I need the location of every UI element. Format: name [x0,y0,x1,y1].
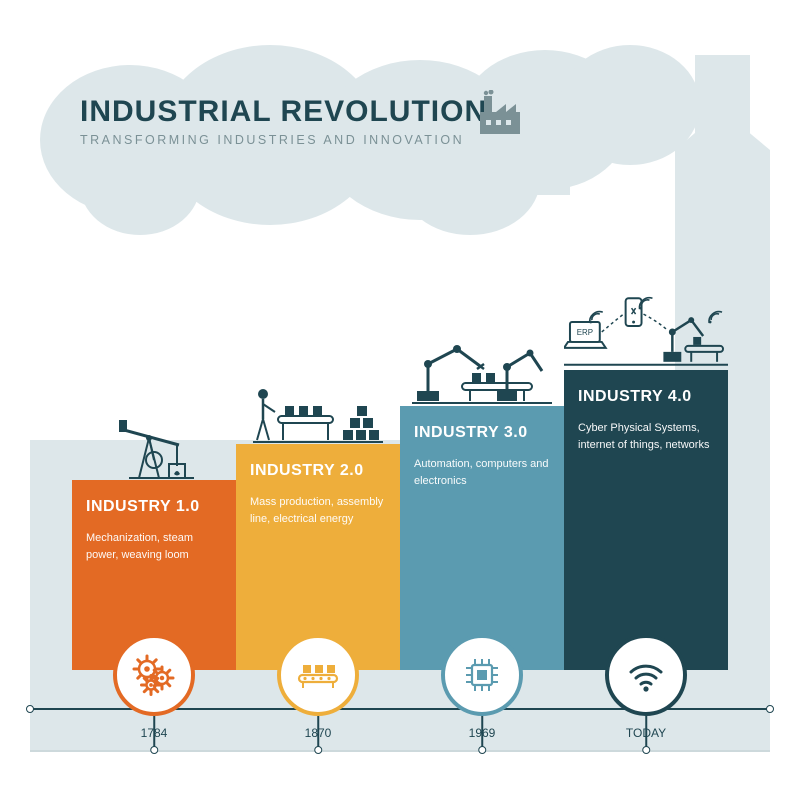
stage-title: INDUSTRY 2.0 [250,462,386,480]
svg-text:ERP: ERP [577,328,593,337]
stage-title: INDUSTRY 3.0 [414,424,550,442]
stage-title: INDUSTRY 4.0 [578,388,714,406]
oil-pump-icon [72,410,236,480]
factory-icon [478,90,522,141]
stage-description: Cyber Physical Systems, internet of thin… [578,420,714,453]
robot-arm-icon [400,336,564,406]
header: INDUSTRIAL REVOLUTION TRANSFORMING INDUS… [80,95,487,147]
wifi-icon [605,634,687,716]
iot-network-icon: ERP [564,300,728,370]
year-labels: 178418701969TODAY [72,726,728,740]
chip-icon [441,634,523,716]
stage-bar: INDUSTRY 3.0 Automation, computers and e… [400,406,564,670]
page-subtitle: TRANSFORMING INDUSTRIES AND INNOVATION [80,133,487,147]
stage-title: INDUSTRY 1.0 [86,498,222,516]
stage-description: Mass production, assembly line, electric… [250,494,386,527]
page-title: INDUSTRIAL REVOLUTION [80,95,487,129]
timeline-connector [481,714,483,748]
timeline-connector [153,714,155,748]
stage-industry-2: INDUSTRY 2.0 Mass production, assembly l… [236,444,400,670]
stage-industry-1: INDUSTRY 1.0 Mechanization, steam power,… [72,480,236,670]
stage-bar: INDUSTRY 4.0 Cyber Physical Systems, int… [564,370,728,670]
timeline-connector [317,714,319,748]
stage-industry-4: ERP INDUSTRY 4.0 [564,370,728,670]
stage-description: Automation, computers and electronics [414,456,550,489]
base-line [30,750,770,752]
stage-description: Mechanization, steam power, weaving loom [86,530,222,563]
stage-industry-3: INDUSTRY 3.0 Automation, computers and e… [400,406,564,670]
worker-conveyor-icon [236,374,400,444]
gears-icon [113,634,195,716]
stages-container: INDUSTRY 1.0 Mechanization, steam power,… [72,240,728,670]
conveyor-icon [277,634,359,716]
timeline-connector [645,714,647,748]
smoke-stream [695,55,750,150]
